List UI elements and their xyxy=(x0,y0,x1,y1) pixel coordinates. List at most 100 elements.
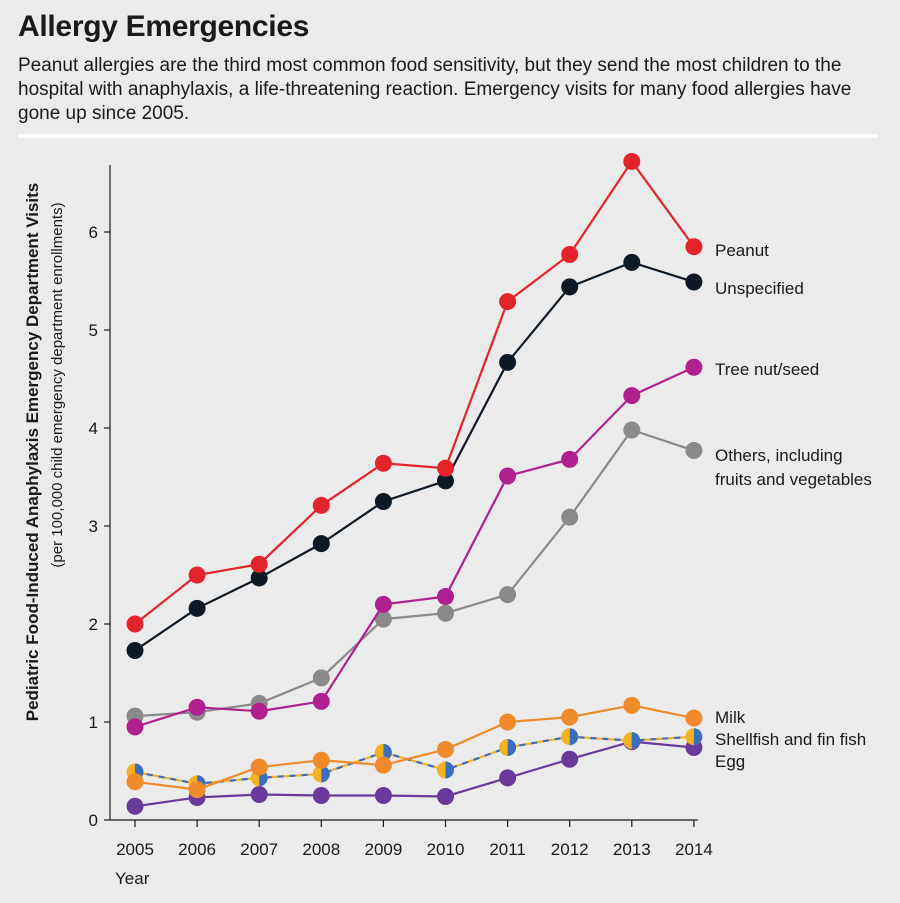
data-point xyxy=(561,708,579,726)
data-point xyxy=(374,610,392,628)
data-point xyxy=(126,718,144,736)
data-point xyxy=(126,797,144,815)
data-point-half xyxy=(383,743,392,761)
y-tick-label: 0 xyxy=(89,811,98,830)
data-point xyxy=(374,493,392,510)
data-point xyxy=(685,273,703,291)
data-point xyxy=(685,709,703,727)
data-point xyxy=(437,588,454,606)
data-point xyxy=(685,358,703,376)
data-point xyxy=(499,586,517,604)
data-point xyxy=(374,595,392,613)
data-point xyxy=(623,152,641,170)
data-point-half xyxy=(312,765,322,783)
data-point xyxy=(623,696,641,714)
x-tick-label: 2006 xyxy=(178,840,216,859)
data-point xyxy=(374,787,392,804)
x-tick-label: 2013 xyxy=(613,840,651,859)
data-point xyxy=(561,750,579,768)
data-point-half xyxy=(569,728,579,746)
data-point xyxy=(437,787,454,805)
data-point xyxy=(499,467,517,485)
x-tick-label: 2007 xyxy=(240,840,278,859)
legend-label: Egg xyxy=(715,752,745,771)
data-point xyxy=(685,728,703,746)
series-layer xyxy=(126,152,703,815)
y-tick-label: 5 xyxy=(89,321,98,340)
x-tick-label: 2010 xyxy=(427,840,465,859)
series-line xyxy=(134,704,695,791)
data-point xyxy=(250,758,268,776)
data-point xyxy=(250,786,268,804)
legend-label: Peanut xyxy=(715,241,769,260)
data-point xyxy=(188,599,206,617)
legend-label: Others, including xyxy=(715,446,843,465)
series-peanut xyxy=(126,152,703,633)
data-point xyxy=(126,641,144,659)
axis-titles: Pediatric Food-Induced Anaphylaxis Emerg… xyxy=(23,183,150,888)
series-line xyxy=(134,261,695,652)
data-point xyxy=(561,246,579,264)
series-line xyxy=(134,159,695,625)
x-axis-title: Year xyxy=(115,869,150,888)
series-line xyxy=(134,366,695,728)
data-point xyxy=(499,769,517,787)
data-point xyxy=(312,765,330,783)
chart-subtitle: Peanut allergies are the third most comm… xyxy=(18,55,852,124)
data-point xyxy=(312,692,330,710)
legend-label: Shellfish and fin fish xyxy=(715,730,866,749)
series-unspecified xyxy=(126,253,703,659)
data-point xyxy=(126,615,144,633)
data-point xyxy=(250,555,268,573)
x-tick-label: 2011 xyxy=(489,840,526,859)
y-tick-label: 3 xyxy=(89,517,98,536)
data-point xyxy=(188,781,206,799)
data-point-half xyxy=(693,728,703,746)
y-tick-label: 2 xyxy=(89,615,98,634)
data-point xyxy=(374,454,392,472)
data-point-half xyxy=(374,743,384,761)
chart-title: Allergy Emergencies xyxy=(18,10,310,43)
data-point xyxy=(312,496,330,514)
y-axis-title: Pediatric Food-Induced Anaphylaxis Emerg… xyxy=(23,183,42,721)
data-point xyxy=(623,253,641,271)
x-tick-label: 2009 xyxy=(364,840,402,859)
legend: Others, including fruits and vegetables Tr… xyxy=(715,241,872,771)
legend-item: Shellfish and fin fish xyxy=(715,730,866,749)
legend-label: Tree nut/seed xyxy=(715,360,819,379)
data-point xyxy=(437,740,454,758)
data-point xyxy=(685,442,703,460)
data-point xyxy=(437,472,454,490)
data-point xyxy=(312,669,330,687)
data-point-half xyxy=(445,761,454,779)
y-axis-subtitle: (per 100,000 child emergency department … xyxy=(49,202,66,567)
data-point xyxy=(437,761,454,779)
series-line xyxy=(134,740,695,808)
data-point xyxy=(188,566,206,584)
data-point xyxy=(437,459,454,477)
series-tree-nut-seed xyxy=(126,358,703,736)
x-tick-label: 2005 xyxy=(116,840,154,859)
legend-item: Peanut xyxy=(715,241,769,260)
y-tick-label: 1 xyxy=(89,713,98,732)
y-tick-label: 6 xyxy=(89,223,98,242)
data-point-half xyxy=(631,732,641,750)
data-point xyxy=(623,387,641,405)
data-point xyxy=(499,293,517,311)
data-point-half xyxy=(685,728,694,746)
y-tick-label: 4 xyxy=(89,419,98,438)
data-point xyxy=(437,604,454,622)
data-point xyxy=(561,728,579,746)
data-point xyxy=(250,569,268,587)
series-egg xyxy=(126,733,703,815)
series-line xyxy=(134,735,694,785)
data-point xyxy=(312,535,330,553)
data-point xyxy=(499,713,517,731)
x-tick-label: 2014 xyxy=(675,840,713,859)
x-tick-label: 2008 xyxy=(302,840,340,859)
series-shellfish-and-fin-fish xyxy=(126,728,703,793)
data-point xyxy=(561,450,579,468)
data-point-half xyxy=(437,761,446,779)
data-point xyxy=(561,278,579,296)
